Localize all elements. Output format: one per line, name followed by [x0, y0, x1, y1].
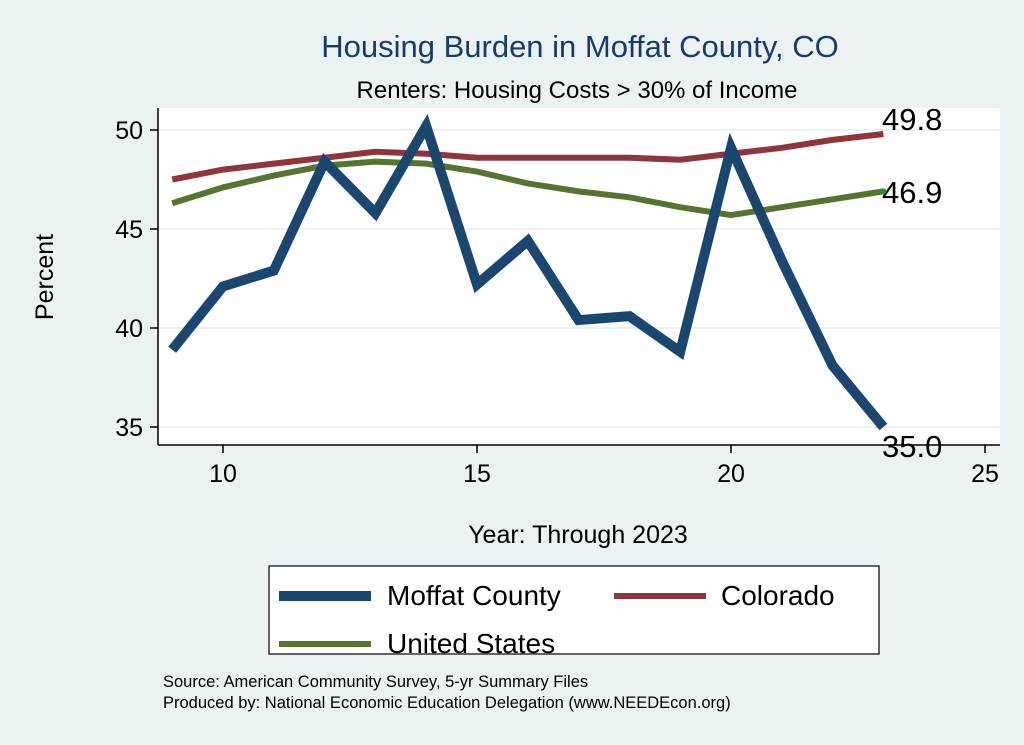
end-label: 35.0 — [882, 429, 942, 464]
x-tick-label: 15 — [463, 460, 491, 488]
plot-area — [158, 108, 1000, 445]
producer-note: Produced by: National Economic Education… — [163, 694, 731, 712]
y-tick-label: 40 — [115, 315, 143, 343]
x-tick-label: 10 — [209, 460, 237, 488]
y-tick-label: 45 — [115, 216, 143, 244]
chart-subtitle: Renters: Housing Costs > 30% of Income — [357, 77, 798, 104]
end-marker — [880, 188, 887, 195]
legend-box — [268, 565, 880, 655]
x-tick-label: 20 — [717, 460, 745, 488]
y-tick-label: 35 — [115, 414, 143, 442]
source-note: Source: American Community Survey, 5-yr … — [163, 673, 588, 691]
end-label: 49.8 — [882, 102, 942, 137]
y-tick-label: 50 — [115, 117, 143, 145]
legend-label-colorado: Colorado — [721, 580, 835, 611]
x-tick-label: 25 — [971, 460, 999, 488]
chart-title: Housing Burden in Moffat County, CO — [321, 29, 839, 64]
legend: Moffat County Colorado United States — [268, 565, 880, 659]
legend-label-moffat: Moffat County — [387, 580, 561, 611]
end-label: 46.9 — [882, 175, 942, 210]
legend-label-us: United States — [387, 628, 555, 659]
y-axis-label: Percent — [31, 234, 59, 320]
x-axis-label: Year: Through 2023 — [468, 521, 688, 549]
